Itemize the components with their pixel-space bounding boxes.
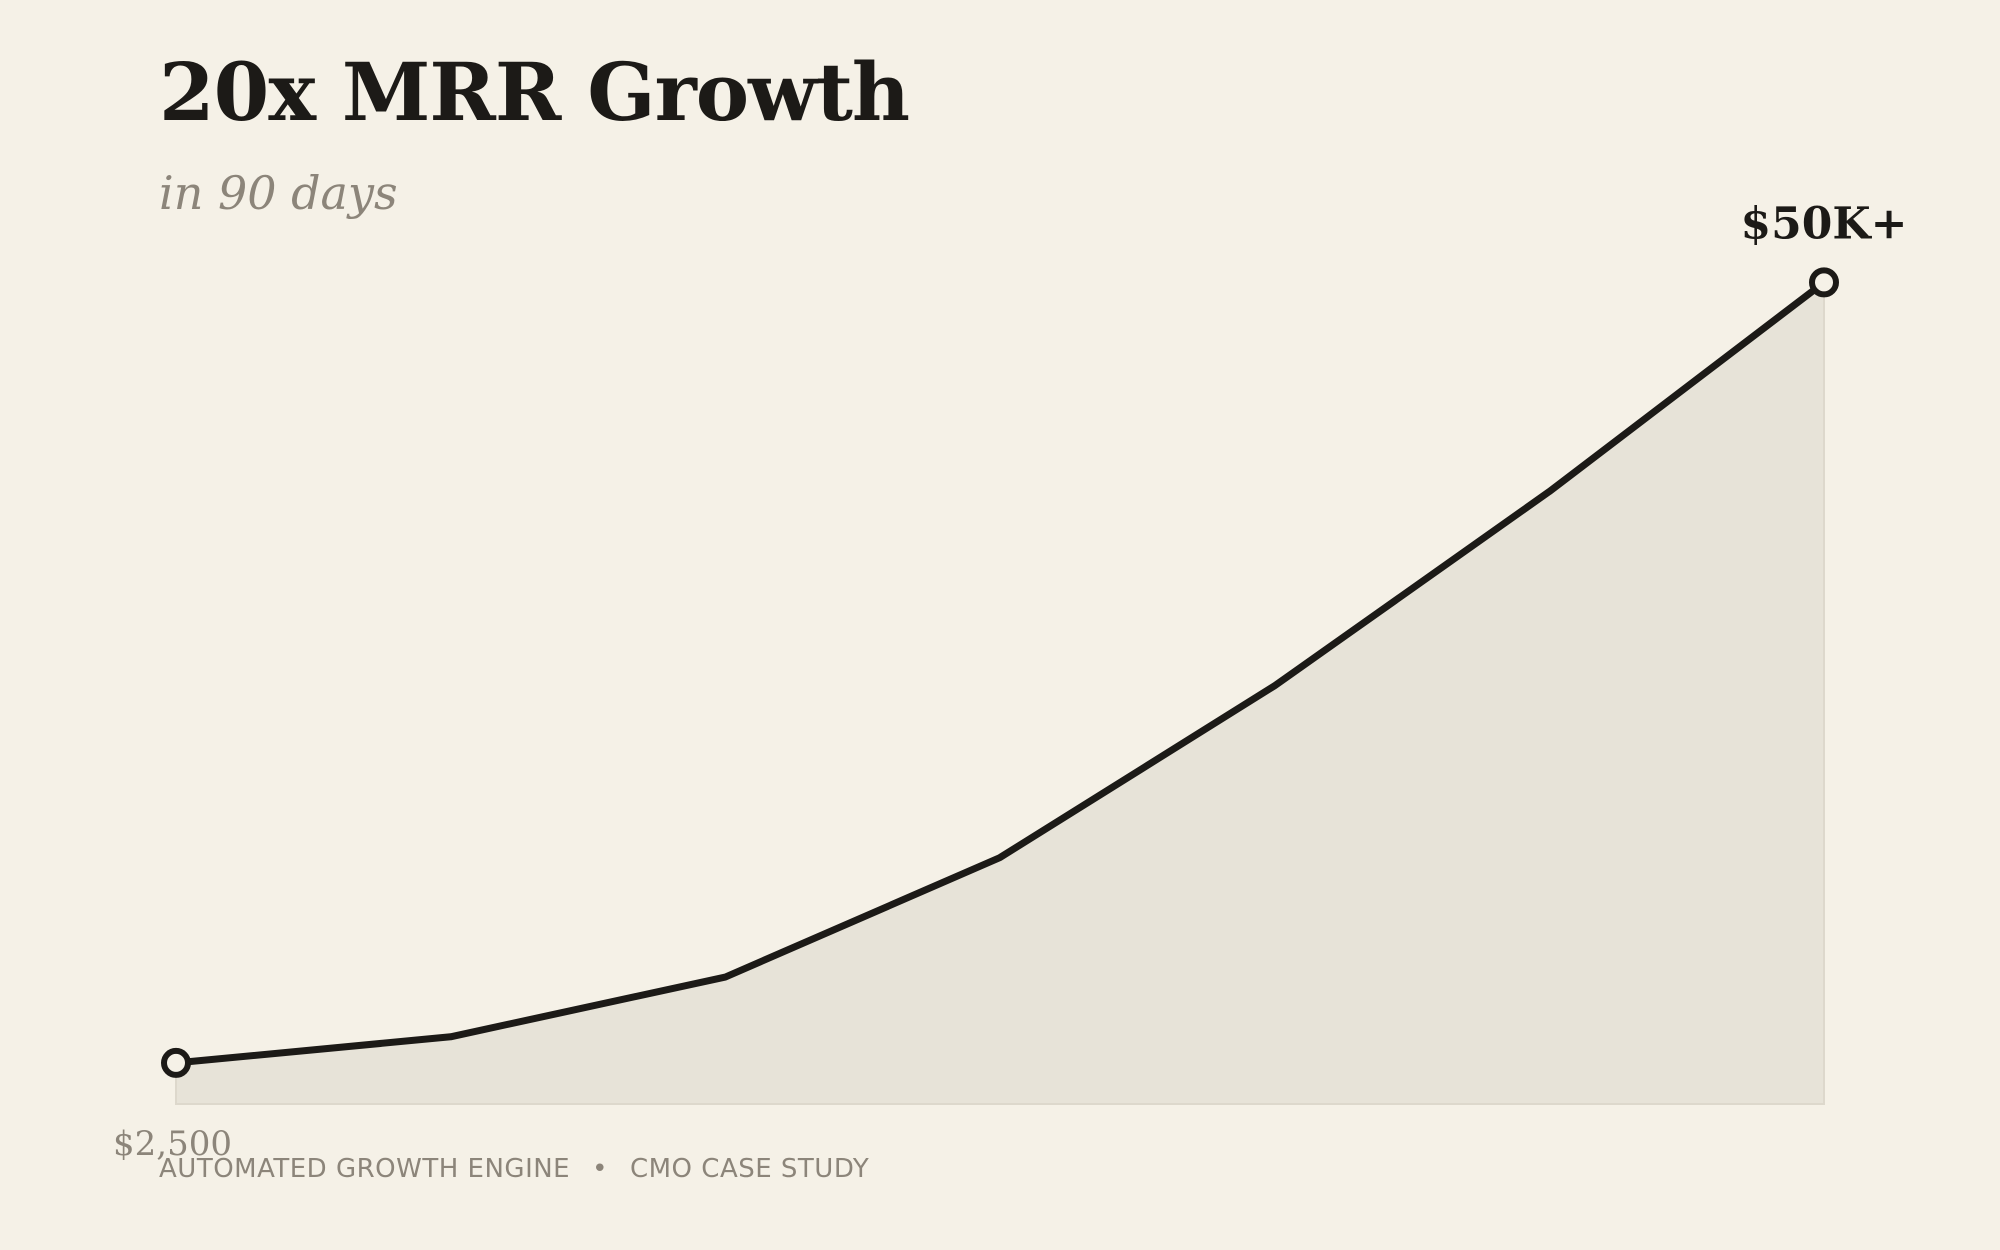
chart-subtitle: in 90 days (159, 166, 398, 220)
end-point-marker (1809, 267, 1839, 298)
end-value-label: $50K+ (1741, 198, 1908, 249)
area-fill (175, 280, 1825, 1105)
series-line (172, 278, 1828, 1067)
footer-engine-label: AUTOMATED GROWTH ENGINE (159, 1154, 571, 1184)
start-point-marker (161, 1047, 191, 1078)
start-value-label: $2,500 (113, 1124, 232, 1164)
footer-case-study-label: CMO CASE STUDY (629, 1154, 870, 1184)
footer-separator: • (592, 1154, 608, 1184)
footer: AUTOMATED GROWTH ENGINE • CMO CASE STUDY (159, 1154, 869, 1184)
plot-area (161, 267, 1839, 1105)
chart-title: 20x MRR Growth (159, 45, 910, 139)
